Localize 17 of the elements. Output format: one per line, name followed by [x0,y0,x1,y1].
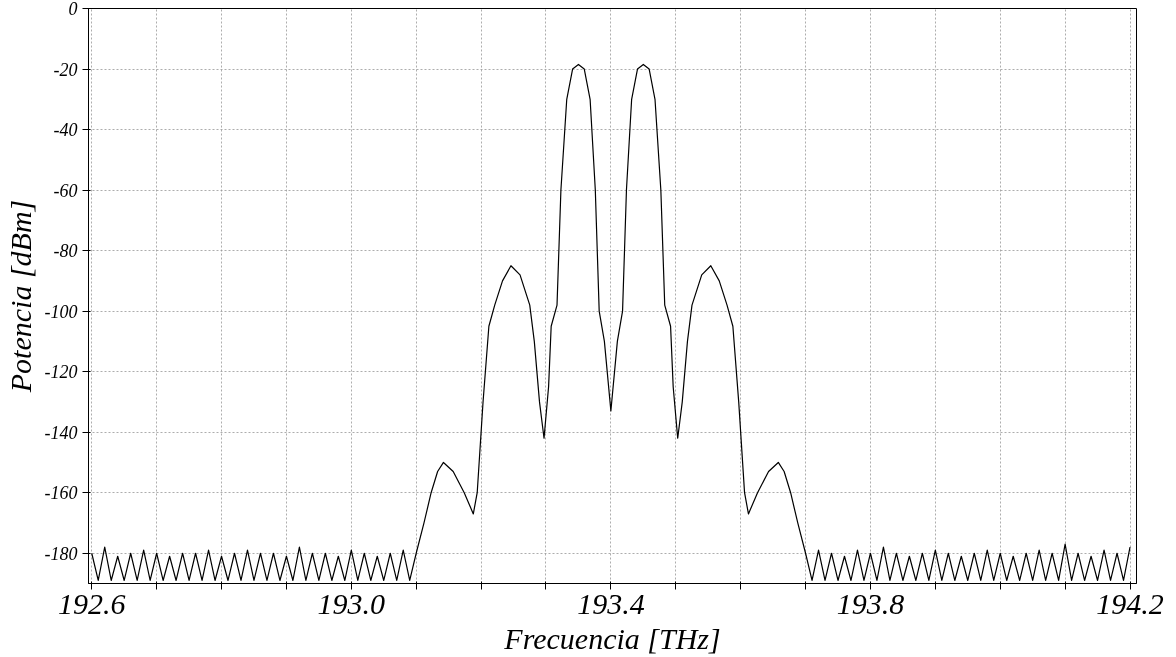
x-tick-label: 193.4 [577,586,645,620]
y-tick-label: -80 [53,241,78,262]
y-axis-title: Potencia [dBm] [3,199,37,394]
y-tick-label: -40 [53,120,78,141]
y-tick-label: -120 [44,362,78,383]
y-tick-label: 0 [68,0,78,19]
x-axis-title: Frecuencia [THz] [503,621,721,655]
y-tick-label: -20 [53,59,78,80]
y-tick-label: -140 [44,422,78,443]
y-tick-label: -100 [44,301,78,322]
x-tick-label: 193.8 [836,586,905,620]
x-tick-label: 193.0 [317,586,386,620]
y-tick-label: -60 [53,180,78,201]
x-tick-label: 194.2 [1096,586,1164,620]
y-tick-label: -160 [44,483,78,504]
x-tick-label: 192.6 [57,586,126,620]
y-tick-label: -180 [44,543,78,564]
